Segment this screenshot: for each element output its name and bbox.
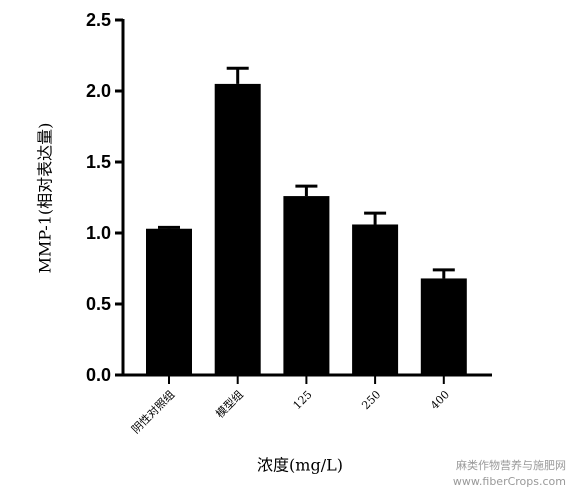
y-tick-label: 2.0: [86, 81, 111, 101]
x-tick-label: 125: [291, 388, 315, 412]
x-tick-label: 阴性对照组: [128, 387, 177, 436]
y-tick-label: 1.5: [86, 152, 111, 172]
watermark: www.fiberCrops.com: [453, 475, 566, 488]
bar: [214, 83, 261, 376]
bar: [352, 224, 399, 375]
y-tick-label: 1.0: [86, 223, 111, 243]
x-tick-label: 250: [359, 388, 383, 412]
bar: [283, 196, 330, 375]
bar: [420, 278, 467, 375]
x-tick-label: 400: [428, 388, 452, 412]
y-tick-label: 0.0: [86, 365, 111, 385]
bar: [146, 228, 192, 375]
watermark: 麻类作物营养与施肥网: [456, 458, 566, 472]
y-tick-label: 2.5: [86, 10, 111, 30]
x-tick-label: 模型组: [213, 387, 246, 420]
y-tick-label: 0.5: [86, 294, 111, 314]
x-axis-label: 浓度(mg/L): [257, 456, 343, 475]
y-axis-label: MMP-1(相对表达量): [36, 123, 55, 274]
